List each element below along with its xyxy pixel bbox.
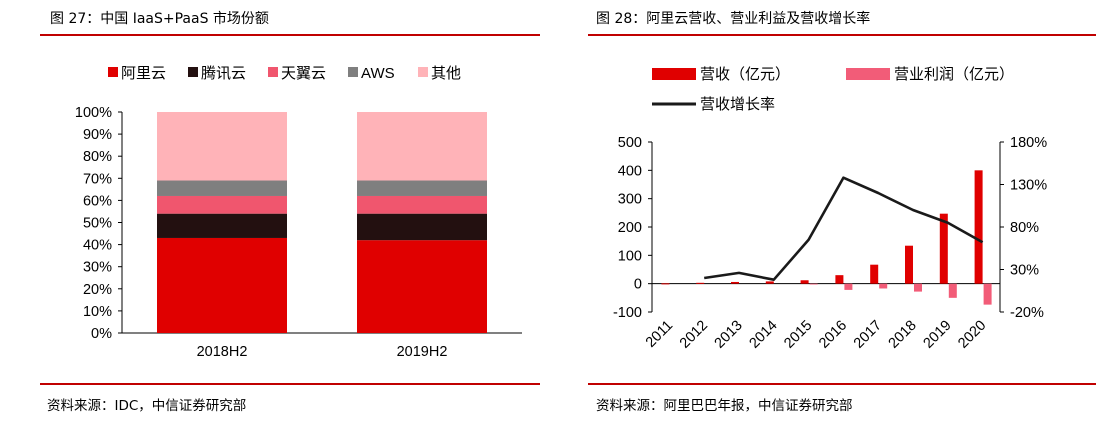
y-tick-label: 40% — [83, 238, 112, 254]
left-y-tick-label: 300 — [618, 192, 642, 208]
bar-segment — [357, 213, 487, 241]
x-tick-label: 2018H2 — [197, 344, 248, 360]
legend-swatch — [268, 67, 278, 77]
figure-27-title: 图 27：中国 IaaS+PaaS 市场份额 — [50, 11, 269, 27]
y-tick-label: 70% — [83, 171, 112, 187]
right-y-tick-label: 180% — [1010, 135, 1047, 151]
profit-bar — [948, 283, 957, 298]
legend-label: 营收（亿元） — [700, 66, 790, 83]
bar-segment — [357, 240, 487, 333]
x-tick-label: 2019 — [920, 318, 954, 352]
left-y-tick-label: 200 — [618, 220, 642, 236]
right-y-tick-label: 30% — [1010, 263, 1039, 279]
left-y-tick-label: 0 — [634, 277, 642, 293]
legend-label: 其他 — [431, 65, 461, 82]
x-tick-label: 2018 — [886, 318, 920, 352]
legend-label: AWS — [361, 65, 395, 82]
legend-label: 天翼云 — [281, 65, 326, 82]
left-y-tick-label: 400 — [618, 163, 642, 179]
revenue-bar — [765, 281, 774, 284]
y-tick-label: 20% — [83, 282, 112, 298]
figure-28-source: 资料来源：阿里巴巴年报，中信证券研究部 — [596, 398, 853, 414]
bar-segment — [157, 213, 287, 238]
x-tick-label: 2011 — [643, 318, 676, 351]
y-tick-label: 60% — [83, 193, 112, 209]
legend-swatch — [188, 67, 198, 77]
x-tick-label: 2012 — [677, 318, 711, 352]
title-rule — [588, 34, 1096, 36]
legend-swatch — [348, 67, 358, 77]
aliyun-revenue-chart: 营收（亿元） 营业利润（亿元） 营收增长率 -100 0 100 200 300 400 500 -… — [613, 66, 1047, 352]
figure-27-source: 资料来源：IDC，中信证券研究部 — [47, 398, 247, 414]
title-rule — [40, 34, 540, 36]
y-tick-label: 30% — [83, 260, 112, 276]
legend-swatch — [108, 67, 118, 77]
x-tick-label: 2016 — [816, 318, 850, 352]
legend-label: 腾讯云 — [201, 65, 246, 82]
y-tick-label: 10% — [83, 304, 112, 320]
y-tick-label: 50% — [83, 216, 112, 232]
revenue-bar — [731, 281, 739, 284]
bar-segment — [157, 237, 287, 333]
right-y-tick-label: 80% — [1010, 220, 1039, 236]
profit-bar — [914, 283, 922, 292]
x-tick-label: 2019H2 — [397, 344, 448, 360]
aliyun-panel: 图 28：阿里云营收、营业利益及营收增长率 营收（亿元） 营业利润（亿元） 营收增长… — [588, 0, 1104, 429]
y-tick-label: 100% — [75, 105, 112, 121]
profit-bar — [844, 283, 853, 290]
bar-segment — [157, 112, 287, 181]
figure-28-title: 图 28：阿里云营收、营业利益及营收增长率 — [596, 11, 871, 27]
bar-segment — [357, 180, 487, 196]
legend-swatch — [652, 68, 696, 80]
left-y-tick-label: -100 — [613, 305, 642, 321]
left-y-tick-label: 500 — [618, 135, 642, 151]
bar-segment — [357, 195, 487, 214]
revenue-bar — [835, 275, 844, 284]
revenue-bar — [870, 264, 879, 284]
growth-line — [704, 176, 984, 282]
x-tick-label: 2017 — [851, 318, 885, 352]
revenue-bar — [939, 213, 948, 284]
legend-swatch — [418, 67, 428, 77]
revenue-bar — [905, 245, 913, 284]
y-tick-label: 0% — [91, 326, 112, 342]
profit-bar — [809, 283, 818, 285]
y-tick-label: 90% — [83, 127, 112, 143]
profit-bar — [879, 283, 888, 289]
bar-segment — [157, 195, 287, 214]
revenue-bar — [974, 170, 983, 284]
right-y-tick-label: -20% — [1010, 305, 1044, 321]
market-share-panel: 图 27：中国 IaaS+PaaS 市场份额 阿里云 腾讯云 天翼云 AWS 其他 0% 1… — [40, 11, 540, 414]
bar-segment — [157, 180, 287, 196]
bar-segment — [357, 112, 487, 181]
right-y-tick-label: 130% — [1010, 178, 1047, 194]
legend-swatch — [846, 68, 890, 80]
y-tick-label: 80% — [83, 149, 112, 165]
legend-label: 营业利润（亿元） — [894, 66, 1014, 83]
revenue-bar — [800, 280, 809, 284]
x-tick-label: 2015 — [781, 318, 815, 352]
legend-label: 阿里云 — [121, 65, 166, 82]
x-tick-label: 2013 — [712, 318, 746, 352]
left-y-tick-label: 100 — [618, 248, 642, 264]
market-share-chart: 阿里云 腾讯云 天翼云 AWS 其他 0% 10% 20% 30% 40% 50% 60% 70% 80%… — [75, 65, 522, 360]
legend-label: 营收增长率 — [700, 96, 775, 113]
profit-bar — [983, 283, 992, 305]
x-tick-label: 2020 — [955, 318, 989, 352]
source-rule — [588, 383, 1096, 385]
source-rule — [40, 383, 540, 385]
revenue-bar — [696, 282, 705, 284]
revenue-bar — [661, 283, 670, 285]
x-tick-label: 2014 — [746, 318, 780, 352]
